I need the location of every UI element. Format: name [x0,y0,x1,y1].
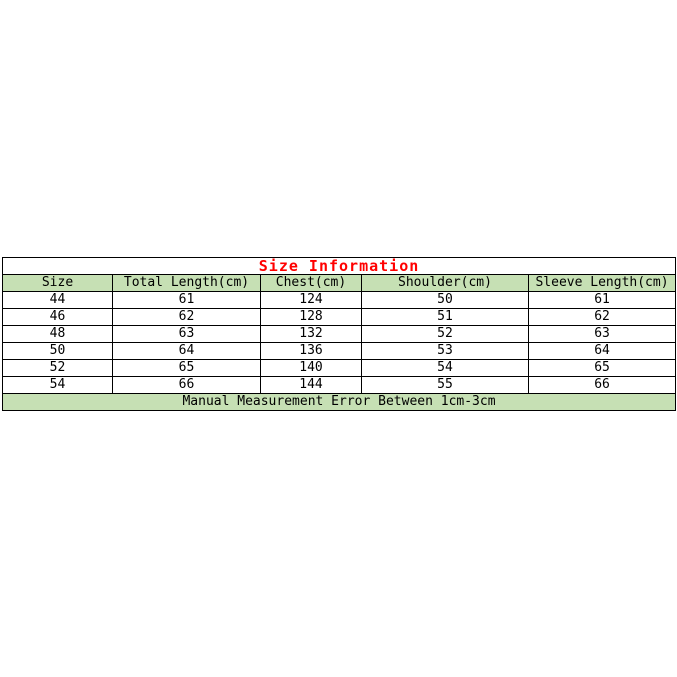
table-cell: 61 [527,291,677,309]
size-table: Size Information Size Total Length(cm) C… [1,257,677,411]
table-cell: 54 [361,359,529,377]
table-cell: 144 [260,376,362,394]
table-row: 44 61 124 50 61 [2,291,677,309]
table-row: 54 66 144 55 66 [2,376,677,394]
table-cell: 55 [361,376,529,394]
table-cell: 132 [260,325,362,343]
table-row: 48 63 132 52 63 [2,325,677,343]
table-row: 52 65 140 54 65 [2,359,677,377]
table-cell: 50 [2,342,113,360]
table-cell: 63 [112,325,261,343]
table-cell: 44 [2,291,113,309]
table-header-row: Size Total Length(cm) Chest(cm) Shoulder… [2,274,677,292]
table-cell: 62 [527,308,677,326]
table-cell: 64 [112,342,261,360]
table-cell: 54 [2,376,113,394]
table-title-row: Size Information [1,257,677,275]
table-cell: 50 [361,291,529,309]
table-cell: 64 [527,342,677,360]
table-cell: 62 [112,308,261,326]
table-cell: 46 [2,308,113,326]
column-header-chest: Chest(cm) [260,274,362,292]
table-cell: 51 [361,308,529,326]
table-cell: 48 [2,325,113,343]
table-cell: 128 [260,308,362,326]
table-cell: 65 [112,359,261,377]
column-header-shoulder: Shoulder(cm) [361,274,529,292]
table-footer-row: Manual Measurement Error Between 1cm-3cm [1,393,677,411]
size-information-table-container: Size Information Size Total Length(cm) C… [1,257,677,411]
table-footer-note: Manual Measurement Error Between 1cm-3cm [1,393,677,411]
table-cell: 52 [361,325,529,343]
table-cell: 140 [260,359,362,377]
table-cell: 52 [2,359,113,377]
table-cell: 63 [527,325,677,343]
column-header-total-length: Total Length(cm) [112,274,261,292]
table-cell: 66 [112,376,261,394]
column-header-size: Size [2,274,113,292]
column-header-sleeve-length: Sleeve Length(cm) [527,274,677,292]
table-title: Size Information [1,257,677,275]
table-row: 50 64 136 53 64 [2,342,677,360]
table-row: 46 62 128 51 62 [2,308,677,326]
table-cell: 65 [527,359,677,377]
table-cell: 124 [260,291,362,309]
table-cell: 136 [260,342,362,360]
table-cell: 53 [361,342,529,360]
table-cell: 66 [527,376,677,394]
table-cell: 61 [112,291,261,309]
